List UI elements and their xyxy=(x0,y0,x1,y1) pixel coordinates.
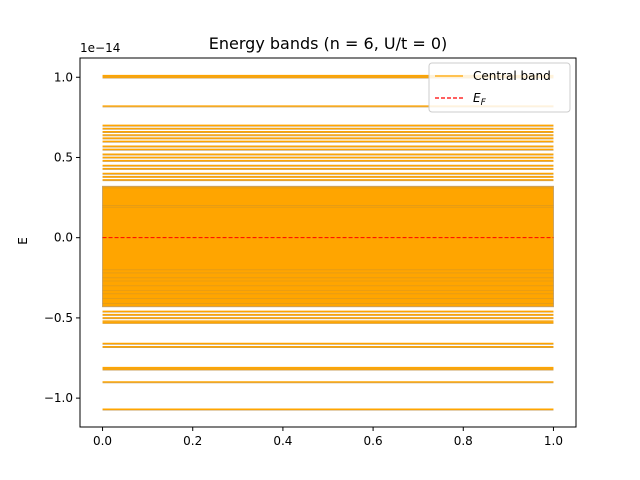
y-axis-offset-label: 1e−14 xyxy=(80,41,120,55)
x-tick-label-5: 1.0 xyxy=(544,434,563,448)
y-tick-label-4: 1.0 xyxy=(54,70,73,84)
x-tick-label-2: 0.4 xyxy=(273,434,292,448)
y-tick-label-0: −1.0 xyxy=(44,391,73,405)
x-tick-label-1: 0.2 xyxy=(183,434,202,448)
axis-ticks: 0.0 0.2 0.4 0.6 0.8 1.0 −1.0 −0.5 0.0 0.5 1.0 xyxy=(44,70,563,448)
plot-content xyxy=(102,74,554,411)
x-tick-label-0: 0.0 xyxy=(93,434,112,448)
y-tick-label-2: 0.0 xyxy=(54,231,73,245)
legend-box xyxy=(428,62,571,113)
legend-label-0: Central band xyxy=(473,69,551,83)
y-tick-label-1: −0.5 xyxy=(44,311,73,325)
y-tick-label-3: 0.5 xyxy=(54,150,73,164)
y-axis-label: E xyxy=(16,237,30,245)
chart-title: Energy bands (n = 6, U/t = 0) xyxy=(209,34,447,53)
x-tick-label-3: 0.6 xyxy=(364,434,383,448)
x-tick-label-4: 0.8 xyxy=(454,434,473,448)
plot-frame xyxy=(79,57,577,428)
central-band-fill xyxy=(102,185,554,308)
